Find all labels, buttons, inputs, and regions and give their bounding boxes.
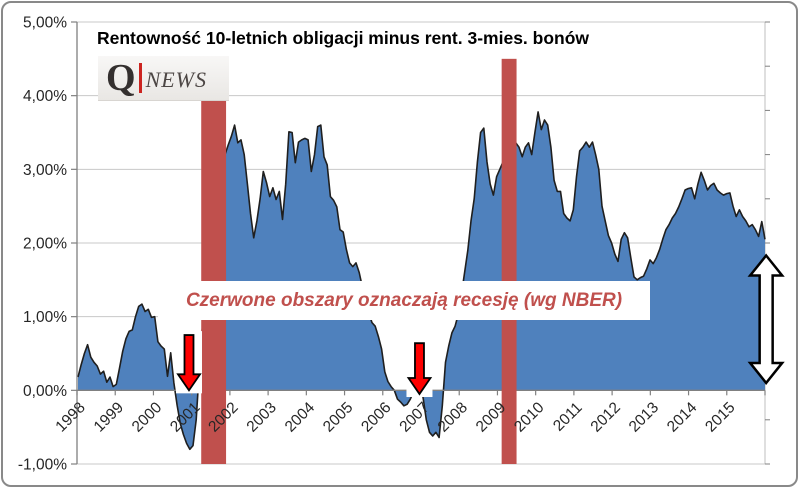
recession-bar: [501, 58, 517, 464]
logo-news-text: NEWS: [145, 67, 208, 92]
spread-area: [78, 111, 765, 450]
x-tick-label: 2013: [626, 399, 662, 435]
x-tick-label: 2014: [664, 399, 701, 436]
x-tick-label: 2003: [244, 399, 280, 435]
logo-q-letter: Q: [106, 57, 136, 99]
chart-title: Rentowność 10-letnich obligacji minus re…: [97, 28, 594, 51]
red-down-arrow-icon: [406, 342, 433, 396]
x-tick-label: 2006: [358, 399, 394, 435]
y-tick-label: 3,00%: [23, 162, 67, 179]
y-tick-label: 4,00%: [23, 88, 67, 105]
x-tick-label: 1999: [91, 399, 127, 435]
recession-annotation: Czerwone obszary oznaczają recesję (wg N…: [158, 281, 650, 320]
y-tick-label: 5,00%: [23, 15, 67, 32]
logo-red-divider: [138, 63, 142, 93]
x-tick-label: 2000: [129, 399, 166, 436]
x-tick-label: 2015: [702, 399, 738, 435]
recession-bar: [201, 95, 227, 465]
y-tick-label: 0,00%: [23, 383, 67, 400]
red-down-arrow-icon: [176, 334, 202, 392]
x-tick-label: 2011: [550, 399, 586, 435]
x-tick-label: 2010: [511, 399, 548, 436]
qnews-logo: Q NEWS: [98, 56, 229, 101]
x-tick-label: 2012: [588, 399, 624, 435]
y-tick-label: 2,00%: [23, 236, 67, 253]
x-tick-label: 1998: [52, 399, 88, 435]
y-tick-label: -1,00%: [18, 457, 67, 474]
y-tick-label: 1,00%: [23, 309, 67, 326]
x-tick-label: 2005: [320, 399, 356, 435]
range-double-arrow-icon: [747, 253, 785, 385]
x-tick-label: 2004: [282, 399, 319, 436]
